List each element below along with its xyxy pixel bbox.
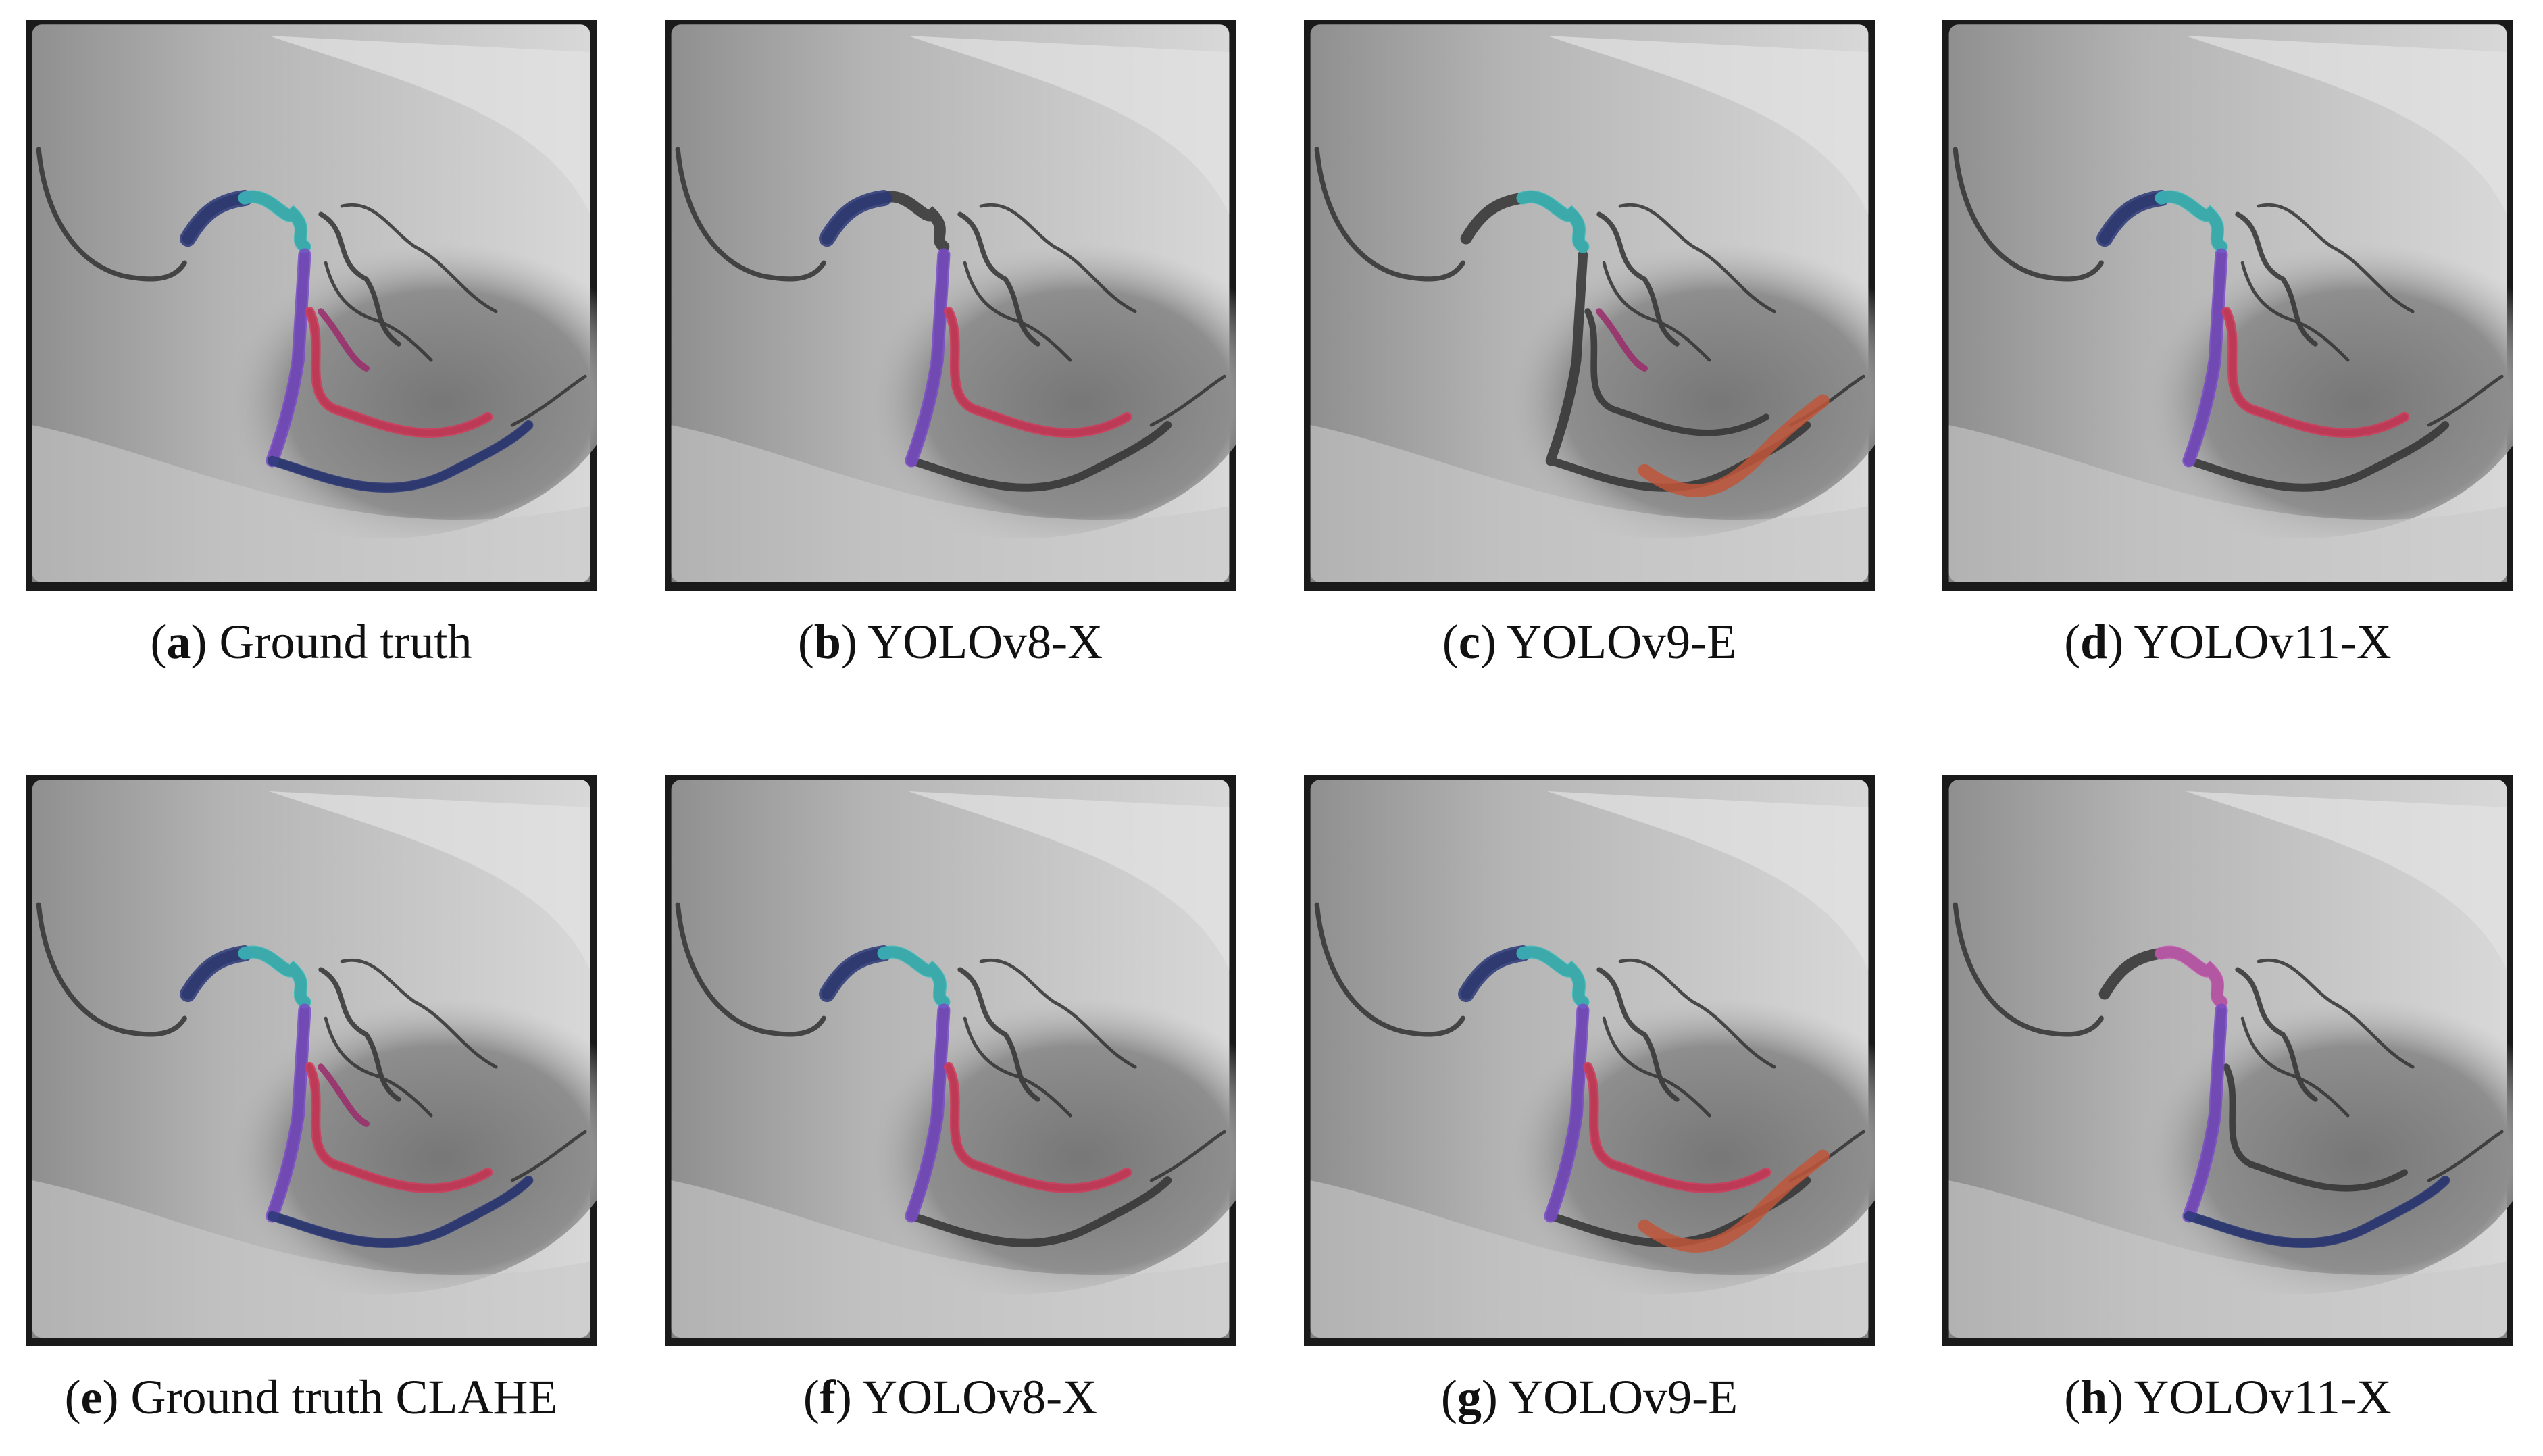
segment-overlay [943, 1061, 1132, 1193]
angiogram-image [26, 20, 597, 591]
panel-caption: (f) YOLOv8-X [803, 1370, 1098, 1424]
segment-overlay [905, 248, 951, 468]
segment-overlay [1458, 945, 1532, 1003]
segment-overlay [1638, 394, 1830, 497]
panel-caption: (g) YOLOv9-E [1440, 1370, 1738, 1424]
segment-overlay [877, 945, 951, 1009]
angiogram-image [26, 775, 597, 1346]
segment-overlay [318, 1063, 370, 1127]
segment-overlay [2182, 1003, 2228, 1223]
segment-overlay [180, 945, 253, 1003]
segment-overlay [238, 190, 311, 253]
panel-caption: (c) YOLOv9-E [1442, 615, 1737, 669]
angiogram-image [1304, 20, 1875, 591]
segment-overlay [2155, 945, 2228, 1009]
panel-caption: (b) YOLOv8-X [797, 615, 1103, 669]
segment-overlay [1582, 1061, 1771, 1193]
segment-overlay [304, 306, 493, 438]
panel-caption: (a) Ground truth [150, 615, 472, 669]
segment-overlay [304, 1061, 493, 1193]
segment-overlay [819, 190, 892, 247]
panel-caption: (h) YOLOv11-X [2064, 1370, 2392, 1424]
segment-overlay [1596, 308, 1648, 372]
angiogram-image [1942, 775, 2513, 1346]
segment-overlay [238, 945, 311, 1009]
segment-overlay [267, 1175, 534, 1248]
panel-caption: (d) YOLOv11-X [2064, 615, 2392, 669]
segment-overlay [318, 308, 370, 372]
segment-overlay [1516, 945, 1590, 1009]
panel-caption: (e) Ground truth CLAHE [64, 1370, 558, 1424]
angiogram-image [665, 20, 1236, 591]
segment-overlay [1544, 1003, 1590, 1223]
segment-overlay [1638, 1149, 1830, 1253]
segment-overlay [2184, 1175, 2450, 1248]
angiogram-image [1942, 20, 2513, 591]
angiogram-image [1304, 775, 1875, 1346]
segment-overlay [943, 306, 1132, 438]
segment-overlay [2155, 190, 2228, 253]
segment-overlay [267, 420, 534, 493]
segment-overlay [1516, 190, 1590, 253]
segment-overlay [905, 1003, 951, 1223]
segment-overlay [266, 248, 311, 468]
segment-overlay [2182, 248, 2228, 468]
segment-overlay [2096, 190, 2170, 247]
segment-overlay [180, 190, 253, 247]
segment-overlay [819, 945, 892, 1003]
angiogram-image [665, 775, 1236, 1346]
segment-overlay [2221, 306, 2410, 438]
segment-overlay [266, 1003, 311, 1223]
